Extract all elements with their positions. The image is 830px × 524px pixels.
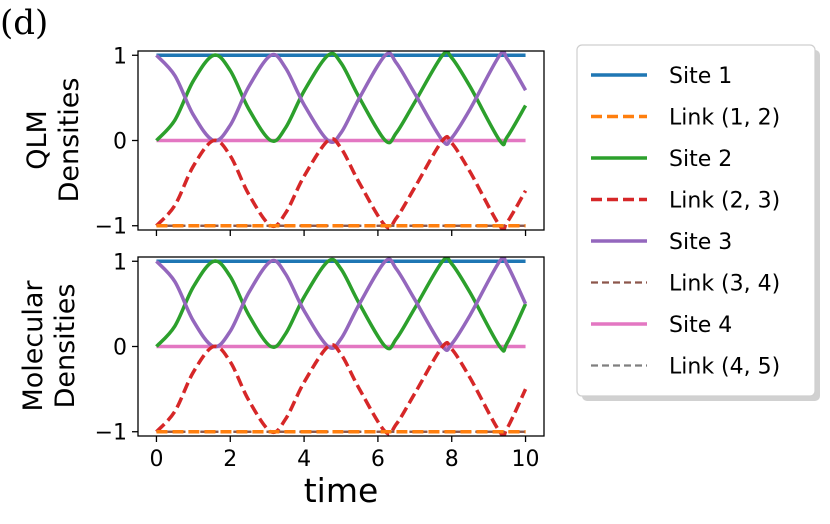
- x-tick-label: 10: [512, 447, 540, 472]
- molecular-y-tick-label: 0: [113, 336, 127, 361]
- molecular-y-tick-label: 1: [113, 250, 127, 275]
- molecular-series-link-2-3: [155, 340, 528, 436]
- qlm-lines: [155, 51, 528, 230]
- qlm-y-ticks: 1 0 −1: [95, 44, 138, 240]
- legend: Site 1 Link (1, 2) Site 2 Link (2, 3) Site 3…: [576, 44, 820, 401]
- qlm-x-ticks: [155, 230, 527, 236]
- legend-label-site-1: Site 1: [669, 64, 732, 89]
- qlm-y-tick-label: −1: [95, 215, 127, 240]
- x-axis-label: time: [304, 471, 379, 510]
- molecular-plot-frame: [137, 256, 545, 437]
- legend-box: [576, 44, 816, 397]
- legend-label-link-1-2: Link (1, 2): [669, 106, 780, 131]
- legend-entries: Site 1 Link (1, 2) Site 2 Link (2, 3) Site 3…: [591, 64, 780, 380]
- molecular-y-ticks: 1 0 −1: [95, 250, 138, 446]
- x-tick-label: 4: [297, 447, 311, 472]
- x-tick-labels: 0 2 4 6 8 10: [149, 447, 539, 472]
- molecular-series-site-2: [155, 257, 528, 353]
- qlm-panel: QLM Densities 1 0 −1: [22, 44, 545, 240]
- x-tick-label: 2: [223, 447, 237, 472]
- x-tick-label: 6: [371, 447, 385, 472]
- molecular-lines: [155, 257, 528, 436]
- qlm-series-link-2-3: [155, 134, 528, 230]
- qlm-ylabel-line2: Densities: [54, 78, 85, 203]
- legend-label-site-4: Site 4: [669, 313, 732, 338]
- panel-label: (d): [0, 3, 48, 43]
- x-tick-label: 8: [445, 447, 459, 472]
- qlm-plot-frame: [137, 50, 545, 231]
- qlm-y-tick-label: 0: [113, 130, 127, 155]
- molecular-series-site-3: [155, 257, 528, 353]
- molecular-x-ticks: [155, 436, 527, 442]
- x-tick-label: 0: [149, 447, 163, 472]
- legend-label-link-2-3: Link (2, 3): [669, 189, 780, 214]
- legend-label-link-3-4: Link (3, 4): [669, 272, 780, 297]
- legend-label-site-3: Site 3: [669, 230, 732, 255]
- molecular-ylabel-line1: Molecular: [18, 280, 49, 412]
- qlm-series-site-2: [155, 51, 528, 147]
- qlm-y-tick-label: 1: [113, 44, 127, 69]
- qlm-series-site-3: [155, 51, 528, 147]
- molecular-ylabel-line2: Densities: [50, 284, 81, 409]
- molecular-y-tick-label: −1: [95, 421, 127, 446]
- molecular-panel: Molecular Densities 10−1 0 2 4 6 8 10: [18, 250, 545, 472]
- qlm-ylabel-line1: QLM: [22, 110, 53, 170]
- legend-label-site-2: Site 2: [669, 147, 732, 172]
- legend-label-link-4-5: Link (4, 5): [669, 355, 780, 380]
